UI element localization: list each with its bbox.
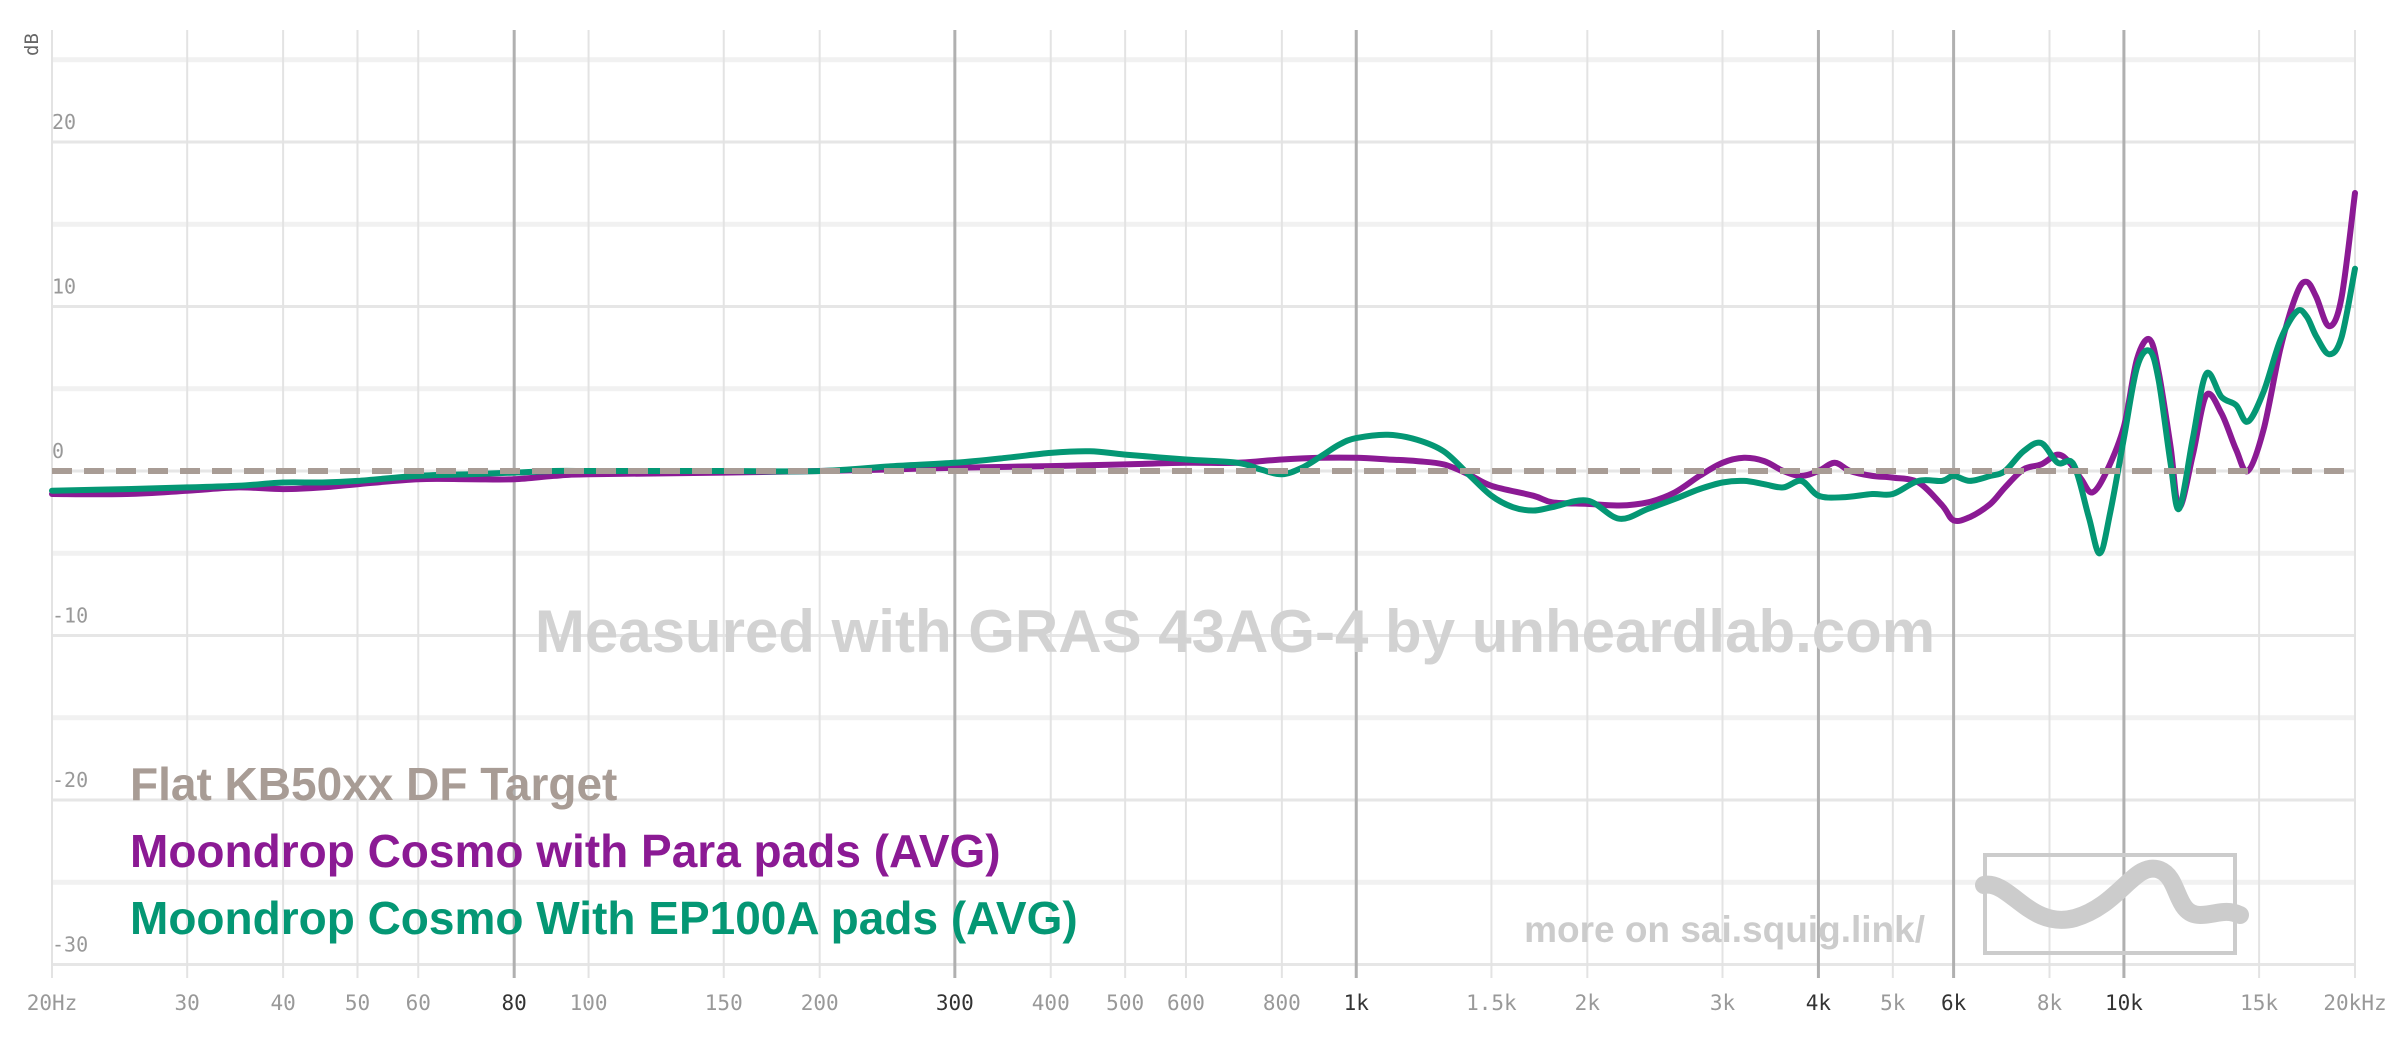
grid xyxy=(51,30,2356,978)
x-tick-label: 2k xyxy=(1575,991,1601,1015)
x-tick-label: 400 xyxy=(1032,991,1070,1015)
x-tick-label: 20Hz xyxy=(27,991,78,1015)
x-tick-label: 500 xyxy=(1106,991,1144,1015)
x-tick-label: 300 xyxy=(936,991,974,1015)
x-tick-label: 30 xyxy=(175,991,200,1015)
x-tick-label: 1k xyxy=(1344,991,1370,1015)
x-tick-label: 150 xyxy=(705,991,743,1015)
x-tick-label: 1.5k xyxy=(1466,991,1517,1015)
x-tick-label: 4k xyxy=(1806,991,1832,1015)
logo-squiggle xyxy=(1975,859,2249,929)
legend-entry: Moondrop Cosmo With EP100A pads (AVG) xyxy=(130,892,1078,944)
squig-logo xyxy=(1975,853,2249,955)
x-tick-label: 200 xyxy=(801,991,839,1015)
x-tick-label: 50 xyxy=(345,991,370,1015)
y-tick-label: -20 xyxy=(52,768,88,792)
x-tick-label: 5k xyxy=(1880,991,1906,1015)
y-axis-label: dB xyxy=(21,33,43,56)
series-lines xyxy=(49,190,2358,557)
y-tick-label: 0 xyxy=(52,439,64,463)
x-tick-label: 600 xyxy=(1167,991,1205,1015)
y-axis-ticks: 20 10 0 -10 -20 -30 xyxy=(52,110,88,957)
y-tick-label: -10 xyxy=(52,604,88,628)
x-tick-label: 80 xyxy=(502,991,527,1015)
x-axis-ticks: 20Hz 30 40 50 60 80 100 150 200 300 400 500 600 800 1k… xyxy=(27,991,2387,1015)
watermark-text: Measured with GRAS 43AG-4 by unheardlab.… xyxy=(535,598,1935,665)
x-tick-label: 3k xyxy=(1710,991,1736,1015)
series-line-2 xyxy=(49,265,2358,557)
x-tick-label: 100 xyxy=(570,991,608,1015)
y-tick-label: 10 xyxy=(52,275,76,299)
x-tick-label: 8k xyxy=(2037,991,2063,1015)
y-tick-label: -30 xyxy=(52,933,88,957)
x-tick-label: 20kHz xyxy=(2323,991,2386,1015)
x-tick-label: 6k xyxy=(1941,991,1967,1015)
x-tick-label: 800 xyxy=(1263,991,1301,1015)
legend-entry: Flat KB50xx DF Target xyxy=(130,758,617,810)
x-tick-label: 40 xyxy=(270,991,295,1015)
legend: Flat KB50xx DF Target Moondrop Cosmo with… xyxy=(130,758,1078,944)
x-tick-label: 15k xyxy=(2240,991,2278,1015)
x-tick-label: 10k xyxy=(2105,991,2143,1015)
x-tick-label: 60 xyxy=(406,991,431,1015)
legend-entry: Moondrop Cosmo with Para pads (AVG) xyxy=(130,825,1001,877)
more-on-text: more on sai.squig.link/ xyxy=(1524,909,1925,950)
y-tick-label: 20 xyxy=(52,110,76,134)
